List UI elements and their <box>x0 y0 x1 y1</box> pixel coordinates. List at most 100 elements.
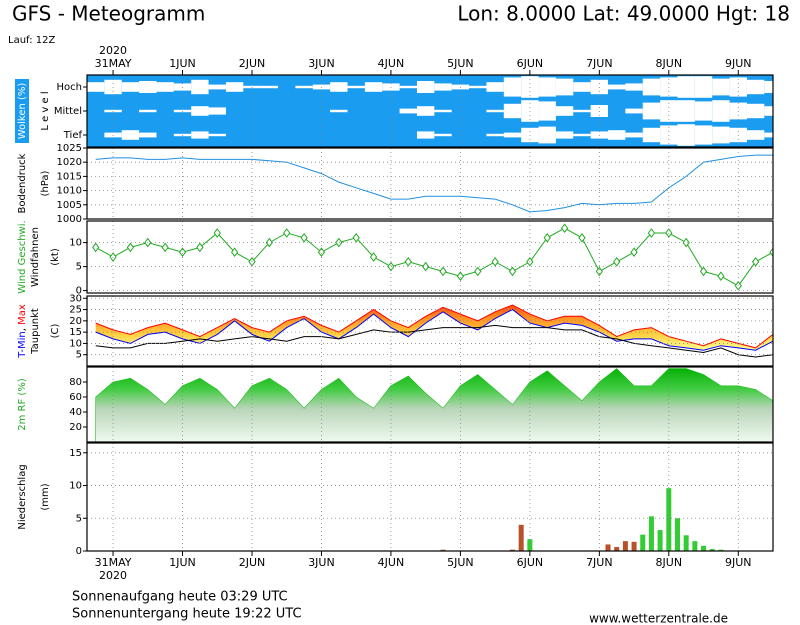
date-label-top: 8JUN <box>656 57 683 70</box>
cloud-cover <box>642 78 661 96</box>
cloud-cover <box>399 85 417 89</box>
precip-bar <box>440 549 446 551</box>
cloud-cover <box>573 109 591 113</box>
y-tick-label: 5 <box>76 350 82 361</box>
year-top: 2020 <box>99 44 127 57</box>
axis-label-part: 2m RF (%) <box>17 378 28 431</box>
axis-label-part: Niederschlag <box>17 464 28 529</box>
precip-bar <box>509 549 515 551</box>
axis-label: (mm) <box>40 483 51 510</box>
series-line <box>95 154 773 213</box>
date-label-top: 6JUN <box>517 57 544 70</box>
wind-marker <box>283 228 291 238</box>
wind-marker <box>422 261 430 272</box>
axis-label: Wolken (%) <box>17 83 28 140</box>
cloud-cover <box>694 125 713 145</box>
series-line <box>95 227 773 287</box>
date-label-bottom: 2JUN <box>239 556 266 569</box>
cloud-cover <box>364 82 383 92</box>
cloud-cover <box>538 126 556 144</box>
cloud-cover <box>416 81 435 93</box>
cloud-cover <box>764 81 773 93</box>
cloud-cover <box>295 85 313 89</box>
date-label-top: 31MAY <box>95 57 132 70</box>
cloud-level-label: Tief <box>63 130 83 141</box>
panel-frame <box>86 442 774 552</box>
precip-bar <box>648 516 654 551</box>
y-tick-label: 15 <box>69 448 82 459</box>
cloud-cover <box>764 106 773 116</box>
cloud-cover <box>625 83 643 91</box>
date-label-top: 9JUN <box>725 57 752 70</box>
axis-label: L e v e l <box>40 91 51 130</box>
wind-marker <box>699 266 708 277</box>
cloud-cover <box>225 82 244 92</box>
axis-label-part: Windfahnen <box>30 227 41 287</box>
axis-label-part: L e v e l <box>40 91 51 130</box>
wind-marker <box>560 223 569 234</box>
title: GFS - Meteogramm <box>12 2 205 26</box>
sunrise: Sonnenaufgang heute 03:29 UTC <box>72 590 288 605</box>
cloud-cover <box>434 109 452 113</box>
date-label-top: 3JUN <box>308 57 335 70</box>
axis-label: (kt) <box>50 248 61 266</box>
y-tick-label: 1015 <box>57 171 82 182</box>
precip-bar <box>622 541 628 551</box>
y-tick-label: 5 <box>76 262 82 273</box>
cloud-cover <box>416 131 435 139</box>
temperature-band <box>95 305 773 351</box>
wind-marker <box>178 247 187 258</box>
axis-label-part: , <box>17 325 28 331</box>
y-tick-label: 1005 <box>57 200 82 211</box>
y-tick-label: 15 <box>69 327 82 338</box>
cloud-cover <box>573 133 591 137</box>
axis-label-part: (C) <box>50 324 61 339</box>
cloud-cover <box>677 100 695 122</box>
axis-label-part: (hPa) <box>40 170 51 196</box>
wind-marker <box>335 237 343 248</box>
y-tick-label: 1000 <box>57 214 82 225</box>
wind-marker <box>595 266 603 277</box>
wind-marker <box>769 247 773 258</box>
date-label-bottom: 3JUN <box>308 556 335 569</box>
cloud-cover <box>208 107 226 115</box>
axis-label-part: Wolken (%) <box>17 83 28 140</box>
panel-background <box>87 296 773 366</box>
location: Lon: 8.0000 Lat: 49.0000 Hgt: 18 <box>457 2 790 26</box>
y-tick-label: 0 <box>76 546 82 557</box>
wind-marker <box>161 242 169 253</box>
cloud-cover <box>608 84 626 90</box>
cloud-cover <box>139 132 157 138</box>
wind-marker <box>578 232 586 243</box>
wind-marker <box>717 271 725 282</box>
wind-marker <box>126 242 135 253</box>
cloud-cover <box>625 108 643 114</box>
panel-frame <box>86 220 774 294</box>
wind-marker <box>300 232 308 243</box>
source: www.wetterzentrale.de <box>589 612 728 625</box>
panel-frame <box>86 366 774 443</box>
cloud-cover <box>538 77 556 97</box>
y-tick-label: 1010 <box>57 186 82 197</box>
date-label-bottom: 7JUN <box>586 556 613 569</box>
axis-label: Niederschlag <box>17 464 28 529</box>
series-line <box>95 308 773 351</box>
cloud-cover <box>399 108 417 114</box>
wind-marker <box>404 256 412 267</box>
date-label-bottom: 5JUN <box>447 556 474 569</box>
y-tick-label: 1025 <box>57 143 82 154</box>
y-tick-label: 30 <box>69 293 82 304</box>
backgrounds <box>15 75 773 551</box>
wind-marker <box>317 247 326 258</box>
wind-marker <box>265 237 273 248</box>
cloud-cover <box>191 106 209 116</box>
date-label-top: 4JUN <box>378 57 405 70</box>
panel-frame <box>86 295 774 367</box>
precip-bar <box>718 549 724 551</box>
grid <box>87 75 773 552</box>
axis-label: Bodendruck <box>17 153 28 213</box>
cloud-cover <box>486 133 504 137</box>
wind-marker <box>369 252 378 262</box>
cloud-cover <box>416 106 435 116</box>
